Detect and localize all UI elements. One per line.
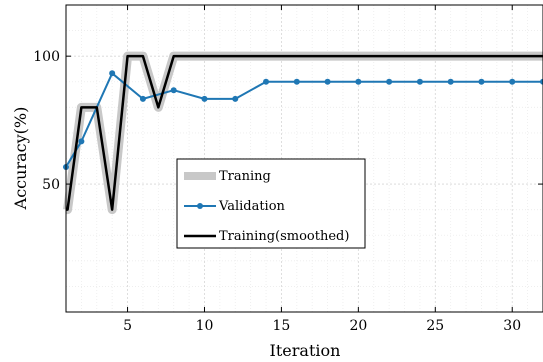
x-tick-label: 10 — [196, 318, 214, 334]
validation-point — [232, 95, 239, 102]
validation-point — [263, 78, 270, 85]
validation-point — [78, 138, 85, 145]
validation-point — [478, 78, 485, 85]
series-line-validation — [65, 72, 543, 168]
y-axis-label: Accuracy(%) — [11, 107, 30, 211]
validation-point — [540, 78, 543, 85]
validation-point — [416, 78, 423, 85]
x-tick-label: 5 — [123, 318, 132, 334]
legend-marker-validation — [197, 203, 203, 209]
y-tick-label: 50 — [42, 177, 60, 193]
validation-point — [201, 95, 208, 102]
axis-ticks — [66, 5, 543, 312]
legend-label-training: Traning — [219, 169, 271, 184]
x-tick-label: 30 — [503, 318, 521, 334]
validation-point — [109, 70, 116, 77]
validation-point — [447, 78, 454, 85]
validation-point — [324, 78, 331, 85]
x-axis-label: Iteration — [270, 341, 341, 360]
validation-point — [386, 78, 393, 85]
validation-point — [139, 95, 146, 102]
series-layer — [63, 51, 543, 215]
series-line-smoothed — [66, 54, 543, 211]
validation-point — [355, 78, 362, 85]
plot-frame — [65, 4, 543, 313]
validation-point — [293, 78, 300, 85]
x-tick-label: 15 — [273, 318, 291, 334]
x-tick-label: 20 — [349, 318, 367, 334]
y-tick-label: 100 — [33, 49, 60, 65]
validation-point — [509, 78, 516, 85]
legend-label-smoothed: Training(smoothed) — [219, 229, 349, 244]
tick-labels: 5 10 15 20 25 30 50 100 — [33, 49, 521, 334]
validation-point — [170, 87, 177, 94]
legend-label-validation: Validation — [218, 199, 286, 214]
legend: Traning Validation Training(smoothed) — [176, 158, 366, 249]
x-tick-label: 25 — [426, 318, 444, 334]
